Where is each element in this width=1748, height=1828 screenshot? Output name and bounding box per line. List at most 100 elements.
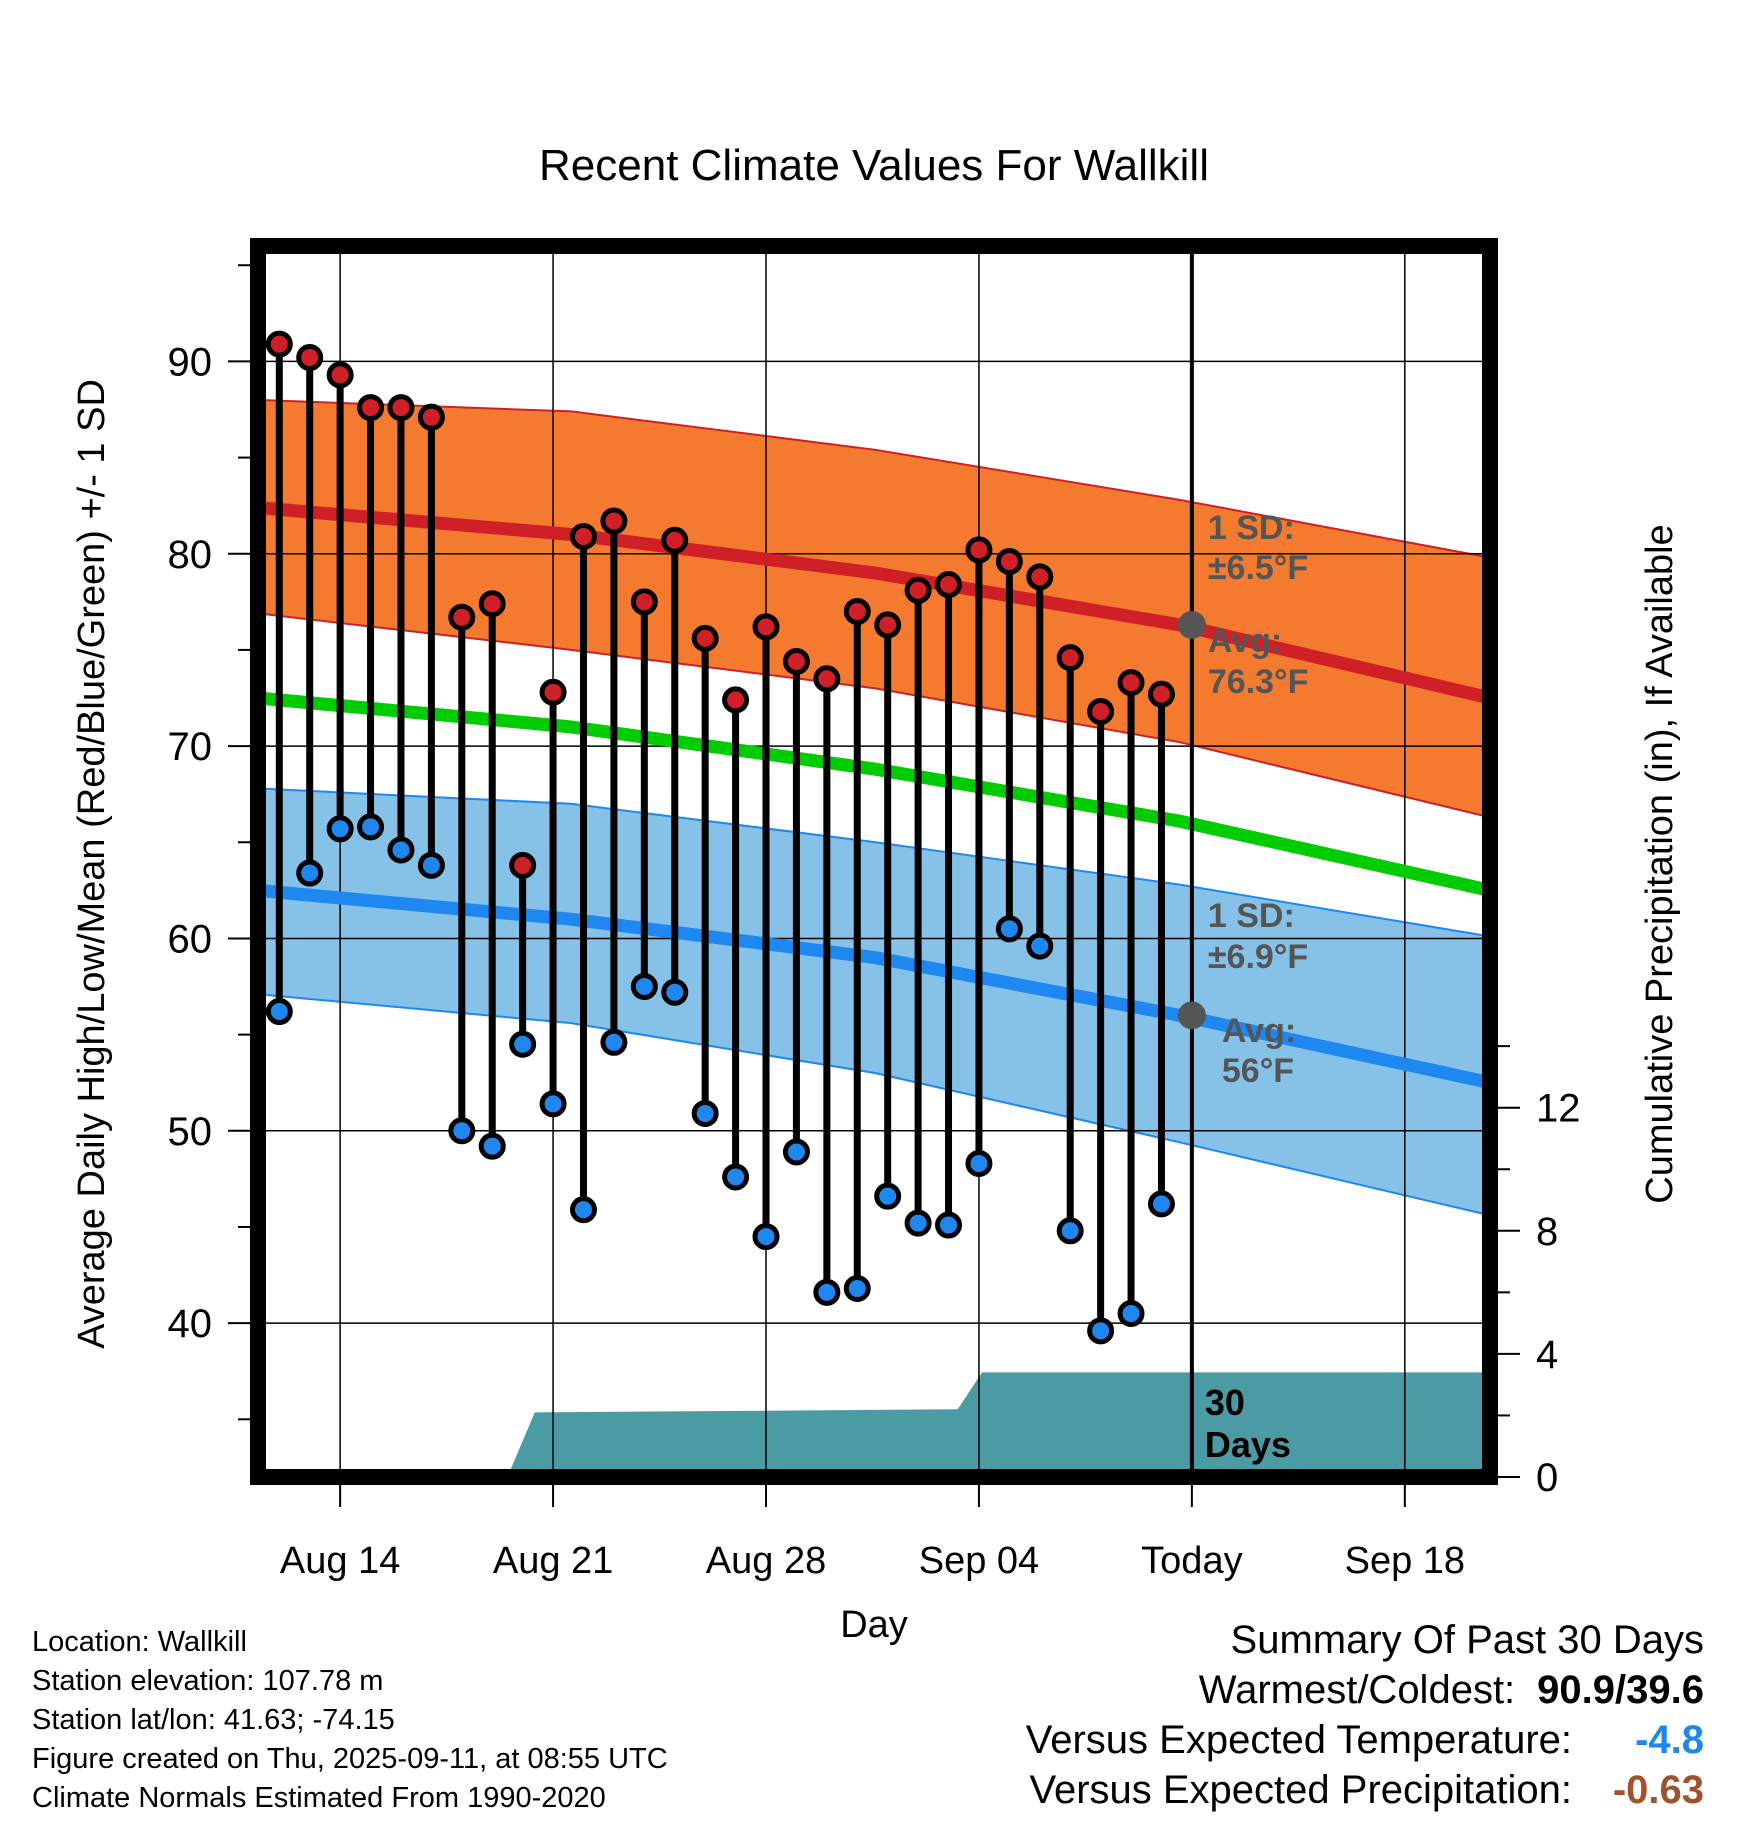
daily-low-point — [722, 1163, 750, 1191]
daily-high-point — [448, 603, 476, 631]
daily-high-point — [600, 507, 628, 535]
location-text: Location: Wallkill — [32, 1626, 247, 1658]
y-axis-right-label: Cumulative Precipitation (in), If Availa… — [1639, 524, 1681, 1203]
daily-low-point — [904, 1209, 932, 1237]
daily-high-point — [1147, 680, 1175, 708]
daily-high-point — [813, 665, 841, 693]
today-high-avg-marker — [1177, 610, 1206, 639]
daily-low-point — [843, 1275, 871, 1303]
chart-title: Recent Climate Values For Wallkill — [539, 141, 1209, 190]
daily-high-point — [1117, 669, 1145, 697]
daily-low-point — [965, 1149, 993, 1177]
normal-high-line — [257, 501, 1492, 705]
created-text: Figure created on Thu, 2025-09-11, at 08… — [32, 1743, 668, 1775]
daily-high-point — [874, 611, 902, 639]
summary-panel: Summary Of Past 30 Days Warmest/Coldest:… — [1026, 1615, 1704, 1815]
y-left-tick-label: 40 — [168, 1302, 213, 1346]
daily-high-point — [965, 536, 993, 564]
daily-low-point — [813, 1278, 841, 1306]
summary-warm-cold: Warmest/Coldest: 90.9/39.6 — [1026, 1665, 1704, 1715]
low-sd-value: ±6.9°F — [1208, 938, 1308, 976]
daily-high-point — [357, 394, 385, 422]
daily-low-point — [1056, 1217, 1084, 1245]
plot-frame — [250, 238, 1498, 1485]
daily-low-point — [478, 1132, 506, 1160]
daily-high-point — [1087, 697, 1115, 725]
precip-area — [258, 1372, 1490, 1477]
y-left-tick-label: 80 — [168, 533, 213, 577]
daily-low-point — [296, 859, 324, 887]
x-tick-label: Today — [1141, 1540, 1242, 1582]
daily-low-point — [539, 1090, 567, 1118]
normals-text: Climate Normals Estimated From 1990-2020 — [32, 1782, 606, 1814]
daily-high-point — [509, 851, 537, 879]
daily-high-point — [904, 576, 932, 604]
precip-value: -0.63 — [1612, 1768, 1704, 1812]
daily-low-point — [661, 978, 689, 1006]
daily-high-point — [661, 526, 689, 554]
x-tick-label: Aug 28 — [706, 1540, 826, 1582]
daily-high-point — [265, 330, 293, 358]
daily-high-point — [539, 678, 567, 706]
daily-low-point — [357, 813, 385, 841]
daily-low-point — [509, 1030, 537, 1058]
daily-low-point — [1117, 1300, 1145, 1328]
y-axis-left-label: Average Daily High/Low/Mean (Red/Blue/Gr… — [71, 379, 113, 1349]
elevation-text: Station elevation: 107.78 m — [32, 1665, 384, 1697]
high-avg-label: Avg: — [1208, 622, 1282, 660]
y-left-tick-label: 90 — [168, 340, 213, 384]
high-sd-label: 1 SD: — [1208, 509, 1295, 547]
daily-high-point — [843, 597, 871, 625]
x-axis-label: Day — [840, 1604, 908, 1646]
daily-high-point — [387, 394, 415, 422]
x-tick-label: Aug 14 — [280, 1540, 400, 1582]
warm-cold-label: Warmest/Coldest: — [1198, 1668, 1516, 1712]
daily-high-point — [1026, 563, 1054, 591]
daily-low-point — [995, 915, 1023, 943]
daily-low-point — [935, 1211, 963, 1239]
daily-high-point — [722, 686, 750, 714]
daily-low-point — [326, 815, 354, 843]
y-right-tick-label: 8 — [1536, 1210, 1558, 1254]
y-left-tick-label: 60 — [168, 917, 213, 961]
normal-mean-line — [257, 691, 1492, 897]
daily-low-point — [600, 1028, 628, 1056]
daily-low-point — [691, 1099, 719, 1127]
daily-low-point — [630, 973, 658, 1001]
y-right-tick-label: 0 — [1536, 1456, 1558, 1500]
daily-low-point — [782, 1138, 810, 1166]
daily-high-point — [995, 547, 1023, 575]
daily-low-point — [569, 1196, 597, 1224]
daily-high-point — [1056, 644, 1084, 672]
daily-high-point — [630, 588, 658, 616]
x-tick-label: Sep 18 — [1345, 1540, 1465, 1582]
daily-low-point — [1026, 932, 1054, 960]
daily-high-point — [752, 613, 780, 641]
daily-high-point — [478, 590, 506, 618]
summary-temp: Versus Expected Temperature: -4.8 — [1026, 1715, 1704, 1765]
daily-low-point — [874, 1182, 902, 1210]
daily-high-point — [569, 522, 597, 550]
summary-precip: Versus Expected Precipitation: -0.63 — [1026, 1765, 1704, 1815]
daily-high-point — [935, 571, 963, 599]
high-avg-value: 76.3°F — [1208, 663, 1309, 701]
daily-low-point — [387, 836, 415, 864]
daily-low-point — [1147, 1190, 1175, 1218]
daily-high-point — [782, 647, 810, 675]
daily-low-point — [752, 1223, 780, 1251]
x-tick-label: Aug 21 — [493, 1540, 613, 1582]
x-tick-label: Sep 04 — [919, 1540, 1039, 1582]
normal-low-line — [257, 883, 1492, 1090]
station-info: Location: Wallkill Station elevation: 10… — [32, 1623, 668, 1818]
daily-high-point — [296, 344, 324, 372]
days-number: 30 — [1205, 1382, 1245, 1423]
y-right-tick-label: 4 — [1536, 1333, 1558, 1377]
low-avg-label: Avg: — [1222, 1012, 1296, 1050]
axes: 40 50 60 70 80 90 0 4 8 12 Aug 14 Aug 21 Aug 28 Sep 0… — [168, 238, 1581, 1582]
summary-heading: Summary Of Past 30 Days — [1230, 1618, 1704, 1662]
daily-low-point — [448, 1117, 476, 1145]
y-left-tick-label: 70 — [168, 725, 213, 769]
daily-low-point — [417, 851, 445, 879]
